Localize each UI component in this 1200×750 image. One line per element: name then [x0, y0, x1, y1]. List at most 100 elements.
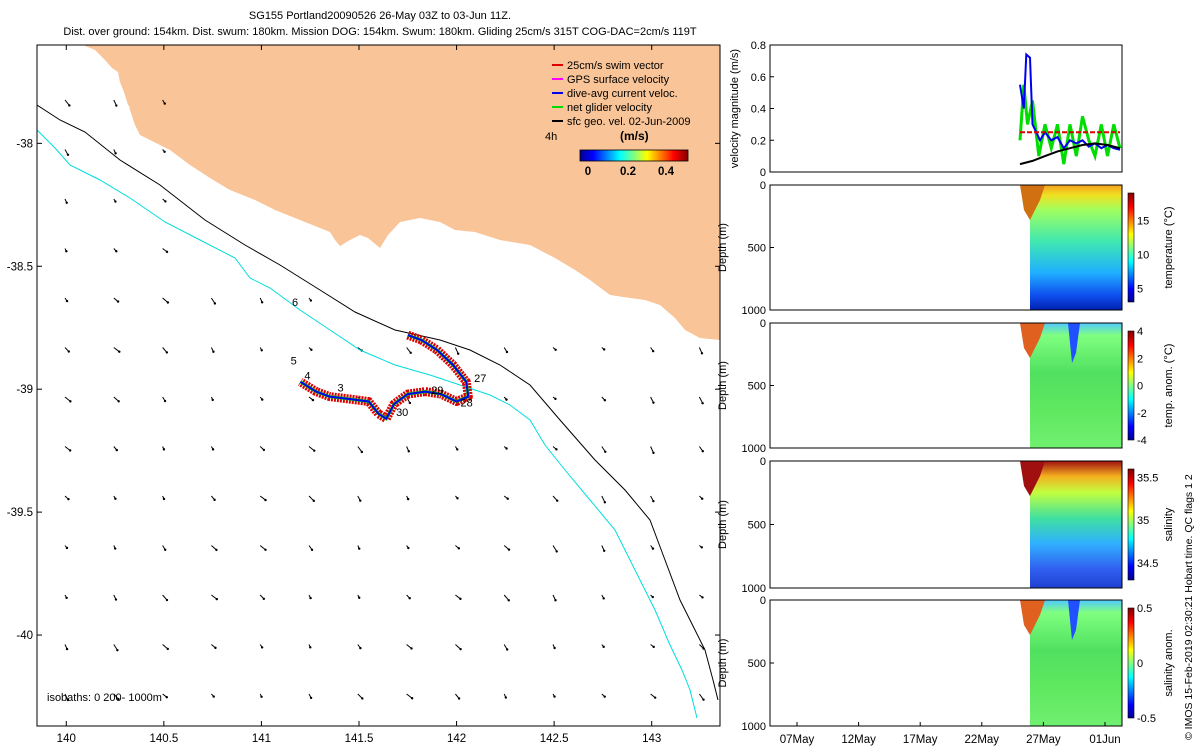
- geo-vector-head: [261, 398, 264, 401]
- x-tick-label: 140: [57, 733, 76, 745]
- geo-vector-head: [117, 697, 120, 701]
- y-tick-label: 0.8: [751, 40, 766, 52]
- geo-vector-head: [309, 299, 313, 302]
- panel-colorbar: [1127, 468, 1135, 581]
- y-tick-label: -40: [16, 630, 33, 642]
- geo-vector-head: [410, 697, 414, 700]
- map-legend: 25cm/s swim vector GPS surface velocity di…: [552, 60, 691, 128]
- panel-frame: [769, 44, 1123, 173]
- geo-vector-head: [360, 450, 364, 454]
- panel-frame: [769, 460, 1123, 589]
- geo-vector-head: [212, 350, 215, 353]
- isobath-note: isobaths: 0 200- 1000m: [47, 692, 162, 704]
- geo-vector-head: [260, 695, 263, 698]
- surface-anomaly: [1020, 600, 1045, 635]
- geo-vector-head: [407, 450, 410, 453]
- geo-vector-head: [554, 397, 557, 401]
- geostrophic-vector-field: [64, 99, 705, 702]
- panel-colorbar: [1127, 330, 1135, 441]
- y-tick-label: 500: [748, 658, 766, 670]
- geo-vector-head: [410, 647, 413, 650]
- colorbar-label: salinity: [1163, 507, 1175, 541]
- x-tick-label: 142: [447, 733, 466, 745]
- geo-vector-head: [117, 400, 120, 403]
- geo-vector-head: [163, 150, 166, 153]
- swim-vectors: [298, 330, 473, 424]
- colorbar-tick-label: 15: [1137, 215, 1149, 227]
- geo-vector-head: [213, 498, 216, 502]
- geo-vector-head: [164, 200, 167, 203]
- day-label: 30: [396, 407, 408, 419]
- geo-vector-head: [165, 598, 169, 602]
- geo-vector-head: [602, 597, 605, 600]
- glider-track: [298, 330, 473, 424]
- legend-label: GPS surface velocity: [567, 74, 670, 86]
- geo-vector-head: [506, 497, 509, 500]
- legend-label: dive-avg current veloc.: [567, 88, 678, 100]
- colorbar-tick-label: 0.2: [620, 166, 636, 178]
- day-label: 3: [338, 383, 344, 395]
- geo-vector-head: [163, 399, 167, 403]
- geo-vector-head: [114, 152, 117, 155]
- geo-vector-head: [456, 448, 459, 451]
- isobath-contour-label: 6: [292, 297, 298, 309]
- geo-vector-head: [65, 647, 69, 651]
- geo-vector-head: [457, 547, 461, 550]
- x-tick-label: 142.5: [540, 733, 569, 745]
- geo-vector-head: [260, 301, 264, 304]
- geo-vector-head: [65, 546, 69, 550]
- map-axis-ticks: 140 140.5 141 141.5 142 142.5 143 -38 -38.5 -39 -3…: [7, 45, 720, 745]
- geo-vector-head: [309, 646, 312, 649]
- panel-ylabel: Depth (m): [717, 639, 729, 688]
- y-tick-label: 0.2: [751, 135, 766, 147]
- scale-label: 4h: [545, 131, 557, 143]
- section-field: [1030, 461, 1122, 588]
- geo-vector-head: [700, 352, 704, 355]
- land-area: [83, 45, 720, 340]
- colorbar-tick-label: 34.5: [1137, 558, 1158, 570]
- y-tick-label: 500: [748, 520, 766, 532]
- y-tick-label: 0.6: [751, 72, 766, 84]
- geo-vector-head: [406, 497, 410, 501]
- geo-vector-head: [313, 449, 316, 452]
- colorbar-title: (m/s): [620, 129, 649, 143]
- geo-vector-head: [68, 104, 71, 107]
- x-tick-label: 140.5: [149, 733, 178, 745]
- geo-vector-head: [505, 447, 508, 450]
- y-tick-label: 0: [760, 318, 766, 330]
- geo-vector-head: [115, 448, 119, 452]
- panel-ylabel: Depth (m): [717, 223, 729, 272]
- geo-vector-head: [359, 499, 362, 502]
- speed-colorbar: [579, 149, 689, 162]
- geo-vector-head: [358, 596, 361, 599]
- geo-vector-head: [67, 350, 71, 353]
- colorbar-tick-label: 35.5: [1137, 473, 1158, 485]
- map-frame: [36, 44, 721, 727]
- x-tick-label: 141.5: [345, 733, 374, 745]
- geo-vector-head: [556, 499, 559, 502]
- geo-vector-head: [507, 599, 510, 602]
- x-tick-label: 01Jun: [1089, 734, 1120, 746]
- geo-vector-head: [457, 352, 460, 355]
- geo-vector-head: [66, 698, 70, 702]
- geo-vector-head: [358, 547, 361, 550]
- geo-vector-head: [554, 348, 557, 352]
- velocity-series-3: [1019, 142, 1121, 166]
- geo-vector-head: [166, 301, 170, 304]
- geo-vector-head: [505, 398, 508, 401]
- day-label: 5: [291, 356, 297, 368]
- peninsula: [118, 70, 138, 110]
- panel-4: 34.5 35 35.5 salinity 0 500 1000 Depth (m): [717, 456, 1175, 595]
- geo-vector-head: [260, 646, 264, 649]
- geo-vector-head: [118, 350, 121, 353]
- geo-vector-head: [553, 695, 556, 698]
- geo-vector-head: [65, 201, 68, 204]
- x-tick-label: 141: [252, 733, 271, 745]
- colorbar-tick-label: -4: [1137, 435, 1147, 447]
- geo-vector-head: [602, 549, 606, 552]
- colorbar-tick-label: 2: [1137, 353, 1143, 365]
- figure-subtitle: Dist. over ground: 154km. Dist. swum: 18…: [63, 26, 697, 38]
- geo-vector-head: [701, 596, 704, 599]
